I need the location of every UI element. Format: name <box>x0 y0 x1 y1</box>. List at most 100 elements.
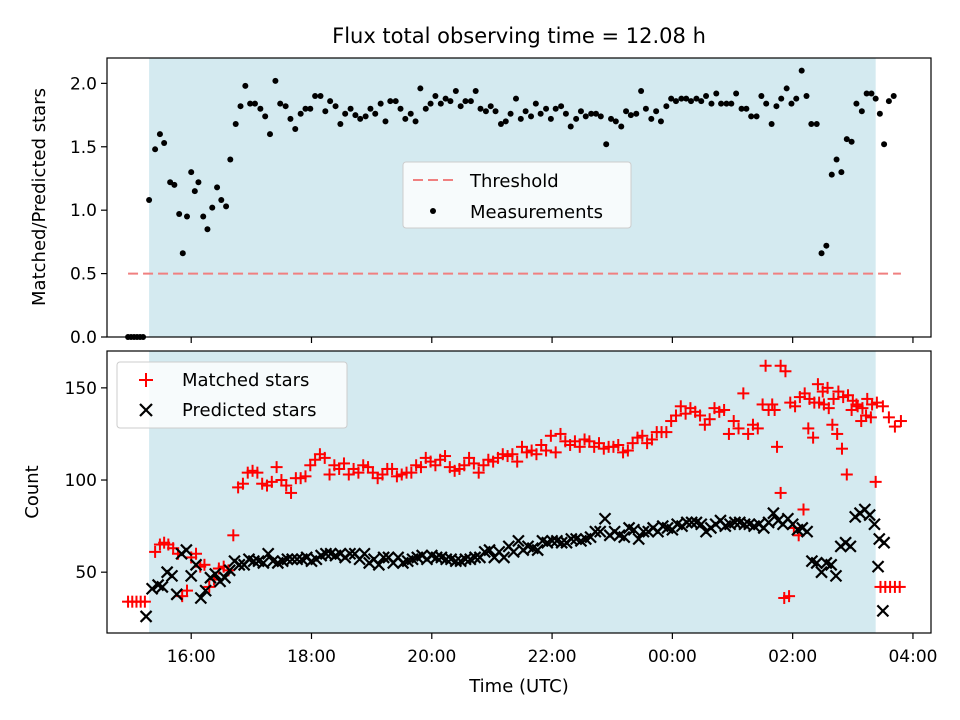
matched-star-point <box>323 468 336 481</box>
predicted-star-point <box>507 545 520 559</box>
predicted-star-point <box>261 547 275 561</box>
matched-star-point <box>544 429 557 442</box>
measurement-point <box>573 115 580 122</box>
measurement-point <box>195 179 202 186</box>
measurement-point <box>352 112 359 119</box>
measurement-point <box>307 105 314 112</box>
predicted-star-point <box>598 512 612 526</box>
measurement-point <box>327 98 334 105</box>
matched-star-point <box>660 426 673 439</box>
predicted-star-point <box>800 525 814 538</box>
measurement-point <box>753 113 760 120</box>
measurement-point <box>200 213 207 220</box>
matched-star-point <box>227 529 240 542</box>
measurement-point <box>272 77 279 84</box>
bottom-y-tick-label: 100 <box>65 471 97 491</box>
measurement-point <box>528 113 535 120</box>
matched-star-point <box>265 475 278 488</box>
measurement-point <box>337 120 344 127</box>
measurement-point <box>302 105 309 112</box>
predicted-star-point <box>319 547 333 561</box>
matched-star-point <box>674 400 687 413</box>
measurement-point <box>808 120 815 127</box>
measurement-point <box>188 169 195 176</box>
measurement-point <box>362 113 369 120</box>
matched-star-point <box>636 429 649 442</box>
measurement-point <box>407 110 414 117</box>
measurement-point <box>367 105 374 112</box>
matched-star-point <box>530 448 543 461</box>
bottom-y-axis-label: Count <box>22 465 43 518</box>
measurement-point <box>823 242 830 249</box>
predicted-star-point <box>285 552 299 566</box>
predicted-star-point <box>685 516 698 529</box>
predicted-star-point <box>180 543 193 557</box>
measurement-point <box>885 98 892 105</box>
matched-star-point <box>612 439 625 451</box>
measurement-point <box>638 87 645 94</box>
measurement-point <box>853 100 860 107</box>
measurement-point <box>176 210 183 217</box>
predicted-star-point <box>189 558 203 572</box>
x-tick-label: 04:00 <box>888 647 937 667</box>
measurement-point <box>262 113 269 120</box>
measurement-point <box>798 67 805 74</box>
measurement-point <box>497 120 504 127</box>
measurement-point <box>703 93 710 100</box>
matched-star-point <box>236 477 249 490</box>
measurement-point <box>282 103 289 110</box>
predicted-star-point <box>233 558 246 572</box>
predicted-star-point <box>863 508 876 522</box>
measurement-point <box>191 188 198 195</box>
measurement-point <box>517 115 524 122</box>
measurement-point <box>653 108 660 115</box>
matched-star-point <box>797 503 810 516</box>
matched-star-point <box>405 466 418 479</box>
measurement-point <box>382 118 389 125</box>
matched-star-point <box>751 422 764 435</box>
measurement-point <box>778 95 785 102</box>
measurement-point <box>477 105 484 112</box>
matched-star-point <box>774 486 787 499</box>
x-tick-label: 18:00 <box>287 647 336 667</box>
legend-threshold-label: Threshold <box>469 171 559 192</box>
measurement-point <box>357 115 364 122</box>
measurement-point <box>723 100 730 107</box>
measurement-point <box>412 118 419 125</box>
measurement-point <box>543 105 550 112</box>
x-tick-label: 02:00 <box>768 647 817 667</box>
measurement-point <box>708 100 715 107</box>
bottom-y-ticks: 50 100 150 <box>65 379 107 583</box>
matched-star-point <box>783 590 796 603</box>
matched-star-point <box>789 400 802 413</box>
predicted-star-point <box>728 516 742 529</box>
predicted-star-point <box>145 582 159 596</box>
measurement-point <box>397 105 404 112</box>
matched-star-point <box>779 365 792 378</box>
measurement-point <box>612 118 619 125</box>
predicted-star-point <box>632 532 645 546</box>
measurement-point <box>467 98 474 105</box>
predicted-star-point <box>877 536 891 549</box>
top-y-axis-label: Matched/Predicted stars <box>29 88 50 306</box>
predicted-star-point <box>497 551 511 564</box>
matched-stars-points <box>122 359 907 608</box>
bottom-y-tick-label: 150 <box>65 379 97 399</box>
measurement-point <box>179 250 186 257</box>
measurement-point <box>828 171 835 178</box>
matched-star-point <box>318 451 331 464</box>
measurement-point <box>482 108 489 115</box>
measurement-point <box>803 93 810 100</box>
measurement-point <box>312 93 319 100</box>
matched-star-point <box>138 595 151 608</box>
measurement-point <box>257 105 264 112</box>
predicted-star-point <box>824 558 838 572</box>
matched-star-point <box>882 411 895 424</box>
matched-star-point <box>827 392 840 405</box>
matched-star-point <box>870 396 883 409</box>
legend-measurements-label: Measurements <box>470 202 603 223</box>
measurement-point <box>156 131 163 138</box>
matched-star-point <box>835 442 848 455</box>
matched-star-point <box>458 459 471 472</box>
